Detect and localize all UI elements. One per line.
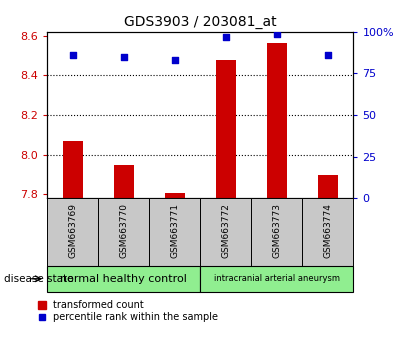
- Bar: [252, 198, 302, 266]
- Bar: [216, 59, 236, 198]
- Point: [223, 34, 229, 40]
- Point: [120, 54, 127, 59]
- Text: normal healthy control: normal healthy control: [60, 274, 187, 284]
- Text: GSM663771: GSM663771: [170, 203, 179, 258]
- Bar: [302, 198, 353, 266]
- Bar: [165, 193, 185, 198]
- Text: GSM663769: GSM663769: [68, 203, 77, 258]
- Text: GSM663770: GSM663770: [119, 203, 128, 258]
- Bar: [47, 266, 201, 292]
- Bar: [98, 198, 149, 266]
- Bar: [318, 176, 338, 198]
- Bar: [200, 198, 252, 266]
- Text: GSM663772: GSM663772: [222, 203, 231, 258]
- Point: [69, 52, 76, 58]
- Legend: transformed count, percentile rank within the sample: transformed count, percentile rank withi…: [38, 301, 218, 322]
- Text: intracranial arterial aneurysm: intracranial arterial aneurysm: [214, 274, 340, 283]
- Text: GSM663774: GSM663774: [323, 203, 332, 258]
- Text: GSM663773: GSM663773: [272, 203, 282, 258]
- Title: GDS3903 / 203081_at: GDS3903 / 203081_at: [124, 16, 277, 29]
- Point: [171, 57, 178, 63]
- Bar: [267, 43, 287, 198]
- Bar: [149, 198, 201, 266]
- Bar: [113, 165, 134, 198]
- Bar: [200, 266, 353, 292]
- Bar: [62, 141, 83, 198]
- Text: disease state: disease state: [4, 274, 74, 284]
- Point: [274, 31, 280, 36]
- Point: [325, 52, 331, 58]
- Bar: [47, 198, 98, 266]
